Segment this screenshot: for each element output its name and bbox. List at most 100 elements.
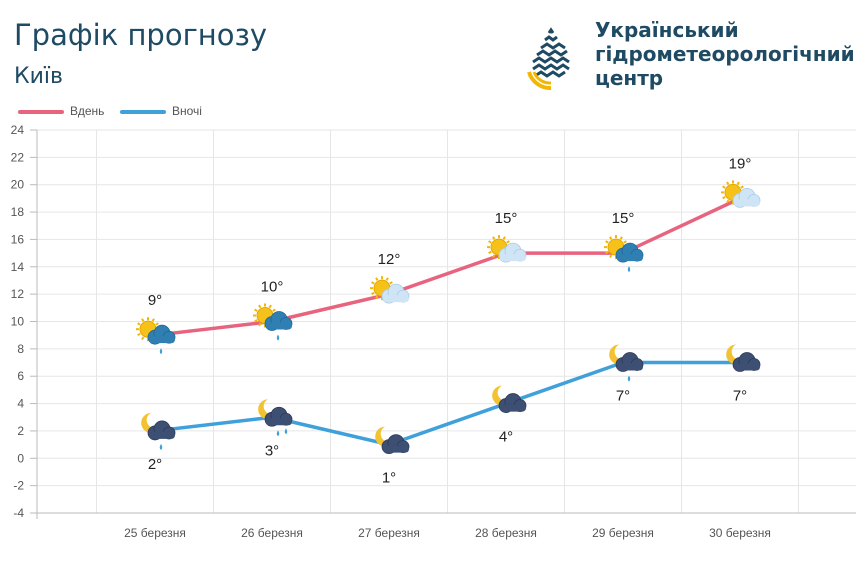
x-tick-label: 28 березня [475, 526, 537, 540]
sun-ray [137, 322, 141, 326]
sun-ray [619, 236, 623, 240]
sun-ray [258, 322, 262, 327]
city-name: Київ [14, 64, 63, 89]
sun-ray [506, 240, 510, 244]
moon-cloud-rain-icon [609, 344, 644, 382]
data-label: 15° [612, 210, 635, 227]
cloud-shape [147, 324, 176, 345]
sun-ray [272, 308, 276, 312]
cloud-shape [381, 283, 410, 304]
sun-cloud-rain-icon [604, 235, 644, 273]
sun-ray [385, 277, 389, 281]
sun-ray [258, 304, 262, 309]
sun-ray [151, 318, 155, 322]
sun-ray [141, 318, 145, 322]
cloud-shape [615, 352, 644, 372]
y-tick-label: 20 [11, 178, 25, 192]
y-tick-label: 2 [17, 424, 24, 438]
sun-ray [492, 236, 496, 240]
y-tick-label: 4 [17, 397, 24, 411]
data-label: 10° [261, 279, 284, 296]
cloud-shape [615, 242, 644, 263]
sun-ray [389, 281, 393, 285]
sun-cloud-icon [370, 276, 410, 304]
y-tick-label: 12 [11, 287, 25, 301]
series-line-day [153, 196, 742, 337]
org-line-1: Український [595, 18, 739, 42]
y-tick-label: 6 [17, 369, 24, 383]
sun-ray [371, 291, 375, 296]
sun-ray [726, 181, 730, 186]
data-label: 4° [499, 429, 513, 446]
org-line-3: центр [595, 66, 664, 90]
sun-ray [502, 236, 506, 240]
sun-ray [488, 250, 492, 254]
y-tick-label: 10 [11, 315, 25, 329]
cloud-shape [264, 406, 293, 427]
sun-cloud-rain-icon [136, 317, 176, 355]
y-tick-label: 22 [11, 150, 25, 164]
ukrhydromet-logo [527, 24, 573, 90]
sun-ray [488, 240, 492, 244]
data-label: 3° [265, 442, 279, 459]
rain-drop [627, 375, 631, 382]
rain-drop [159, 348, 163, 355]
x-tick-label: 29 березня [592, 526, 654, 540]
data-label: 15° [495, 210, 518, 227]
data-label: 7° [733, 388, 747, 405]
moon-cloud-icon [492, 385, 527, 413]
sun-ray [137, 332, 141, 337]
y-tick-label: -4 [13, 506, 24, 520]
sun-ray [740, 185, 744, 189]
cloud-shape [264, 311, 293, 331]
sun-ray [492, 254, 496, 258]
chart-title: Графік прогнозу [14, 18, 268, 52]
sun-ray [254, 319, 258, 323]
legend-item-day[interactable]: Вдень [18, 104, 104, 118]
rain-drop [284, 428, 288, 435]
sun-ray [736, 181, 740, 186]
y-tick-label: 24 [11, 123, 25, 137]
cloud-shape [732, 352, 761, 372]
sun-cloud-icon [487, 235, 527, 263]
cloud-shape [732, 187, 761, 208]
sun-ray [605, 240, 609, 244]
x-tick-label: 26 березня [241, 526, 303, 540]
sun-ray [623, 240, 627, 244]
sun-ray [268, 304, 272, 309]
legend-label-night: Вночі [172, 104, 202, 118]
moon-cloud-icon [726, 344, 761, 372]
sun-ray [726, 199, 730, 204]
sun-ray [605, 250, 609, 254]
sun-ray [609, 236, 613, 240]
sun-ray [722, 196, 726, 200]
sun-ray [375, 277, 379, 281]
y-tick-label: -2 [13, 479, 24, 493]
sun-ray [722, 185, 726, 189]
organization-name: Український гідрометеорологічний центр [595, 18, 855, 90]
rain-drop [159, 443, 163, 450]
legend-swatch-night [120, 109, 166, 114]
org-line-2: гідрометеорологічний [595, 42, 855, 66]
rain-drop [627, 266, 631, 273]
cloud-shape [381, 434, 410, 455]
y-tick-label: 8 [17, 342, 24, 356]
data-label: 7° [616, 388, 630, 405]
data-label: 9° [148, 292, 162, 309]
legend-label-day: Вдень [70, 104, 105, 118]
cloud-shape [498, 393, 527, 413]
sun-ray [155, 322, 159, 326]
x-tick-label: 30 березня [709, 526, 771, 540]
legend-item-night[interactable]: Вночі [120, 104, 202, 118]
legend-swatch-day [18, 109, 64, 114]
data-label: 1° [382, 470, 396, 487]
sun-ray [375, 295, 379, 300]
data-label: 19° [729, 155, 752, 172]
x-tick-label: 25 березня [124, 526, 186, 540]
sun-ray [141, 336, 145, 341]
y-tick-label: 14 [11, 260, 25, 274]
sun-cloud-rain-icon [253, 303, 293, 341]
y-tick-label: 0 [17, 451, 24, 465]
y-tick-label: 18 [11, 205, 25, 219]
